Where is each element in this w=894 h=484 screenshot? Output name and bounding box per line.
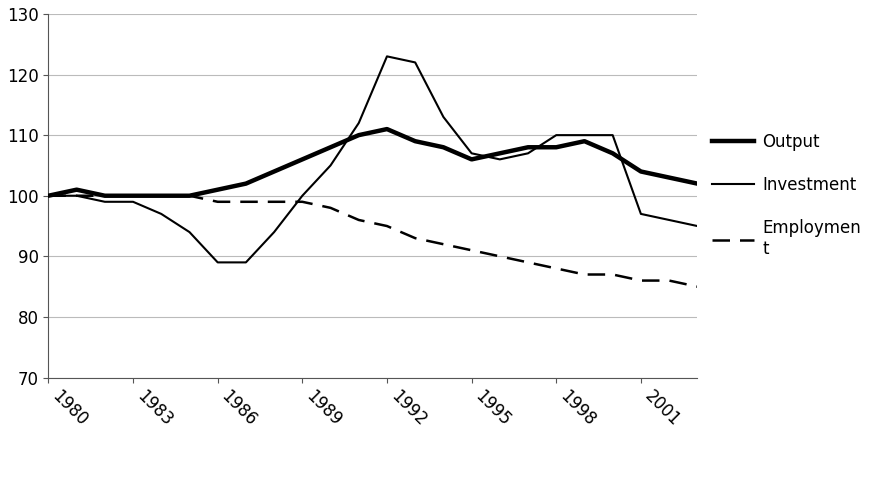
Employmen
t: [467, 247, 477, 253]
Line: Employmen
t: Employmen t: [48, 196, 697, 287]
Output: [128, 193, 139, 198]
Output: [297, 156, 308, 162]
Output: [184, 193, 195, 198]
Output: [43, 193, 54, 198]
Investment: [297, 193, 308, 198]
Employmen
t: [213, 199, 224, 205]
Investment: [240, 259, 251, 265]
Output: [409, 138, 420, 144]
Output: [494, 151, 505, 156]
Employmen
t: [523, 259, 534, 265]
Output: [607, 151, 618, 156]
Investment: [72, 193, 82, 198]
Output: [551, 144, 561, 150]
Employmen
t: [325, 205, 336, 211]
Line: Investment: Investment: [48, 56, 697, 262]
Employmen
t: [43, 193, 54, 198]
Investment: [551, 132, 561, 138]
Output: [269, 168, 280, 174]
Investment: [467, 151, 477, 156]
Employmen
t: [607, 272, 618, 277]
Output: [438, 144, 449, 150]
Output: [579, 138, 590, 144]
Investment: [353, 120, 364, 126]
Employmen
t: [692, 284, 703, 289]
Employmen
t: [438, 242, 449, 247]
Output: [72, 187, 82, 193]
Output: [663, 175, 674, 181]
Employmen
t: [184, 193, 195, 198]
Investment: [579, 132, 590, 138]
Output: [636, 168, 646, 174]
Employmen
t: [297, 199, 308, 205]
Employmen
t: [551, 266, 561, 272]
Investment: [438, 114, 449, 120]
Investment: [382, 53, 392, 59]
Output: [156, 193, 166, 198]
Employmen
t: [99, 193, 110, 198]
Output: [213, 187, 224, 193]
Investment: [325, 163, 336, 168]
Output: [692, 181, 703, 186]
Output: [240, 181, 251, 186]
Employmen
t: [579, 272, 590, 277]
Investment: [494, 156, 505, 162]
Employmen
t: [636, 278, 646, 284]
Employmen
t: [353, 217, 364, 223]
Investment: [128, 199, 139, 205]
Investment: [692, 223, 703, 229]
Employmen
t: [382, 223, 392, 229]
Employmen
t: [663, 278, 674, 284]
Employmen
t: [409, 235, 420, 241]
Investment: [184, 229, 195, 235]
Employmen
t: [494, 254, 505, 259]
Investment: [43, 193, 54, 198]
Employmen
t: [128, 193, 139, 198]
Output: [325, 144, 336, 150]
Investment: [663, 217, 674, 223]
Investment: [636, 211, 646, 217]
Line: Output: Output: [48, 129, 697, 196]
Investment: [269, 229, 280, 235]
Investment: [213, 259, 224, 265]
Output: [99, 193, 110, 198]
Investment: [409, 60, 420, 65]
Investment: [156, 211, 166, 217]
Investment: [99, 199, 110, 205]
Employmen
t: [156, 193, 166, 198]
Investment: [607, 132, 618, 138]
Employmen
t: [72, 193, 82, 198]
Employmen
t: [269, 199, 280, 205]
Output: [353, 132, 364, 138]
Output: [523, 144, 534, 150]
Legend: Output, Investment, Employmen
t: Output, Investment, Employmen t: [705, 127, 868, 265]
Employmen
t: [240, 199, 251, 205]
Output: [382, 126, 392, 132]
Investment: [523, 151, 534, 156]
Output: [467, 156, 477, 162]
